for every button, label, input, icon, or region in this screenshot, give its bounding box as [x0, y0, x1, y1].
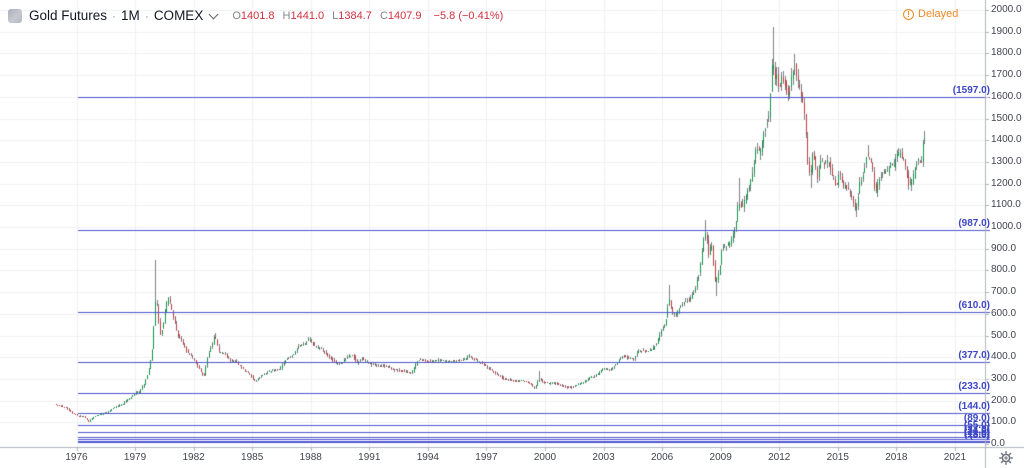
symbol-title[interactable]: Gold Futures: [29, 8, 108, 23]
fib-level-label[interactable]: (34.0): [963, 424, 990, 436]
fib-level-label[interactable]: (89.0): [963, 412, 990, 424]
interval-label[interactable]: 1M: [121, 8, 140, 23]
fib-level-label[interactable]: (21.0): [963, 427, 990, 439]
price-axis-label: 400.0: [991, 351, 1017, 363]
separator-dot: ·: [112, 8, 117, 23]
fib-level-label[interactable]: (8.0): [969, 430, 990, 442]
fib-level-label[interactable]: (1597.0): [952, 85, 990, 97]
price-axis-label: 800.0: [991, 264, 1017, 276]
price-axis-label: 200.0: [991, 394, 1017, 406]
fib-level-label[interactable]: (377.0): [958, 350, 990, 362]
symbol-logo-icon: [8, 8, 22, 23]
price-axis-label: 700.0: [991, 286, 1017, 298]
alert-circle-icon: !: [903, 8, 914, 20]
fib-level-label[interactable]: (55.0): [963, 420, 990, 432]
price-axis-label: 300.0: [991, 372, 1017, 384]
price-axis-label: 1200.0: [991, 177, 1022, 189]
time-axis-label: 1979: [123, 452, 147, 463]
time-axis-label: 2006: [650, 452, 674, 463]
price-axis-label: 600.0: [991, 307, 1017, 319]
time-axis-label: 1982: [182, 452, 205, 463]
time-axis-label: 2021: [943, 452, 967, 463]
delayed-badge[interactable]: ! Delayed: [903, 8, 958, 20]
fib-level-label[interactable]: (144.0): [958, 400, 990, 412]
time-axis-label: 2009: [709, 452, 732, 463]
time-axis-label: 2015: [826, 452, 849, 463]
time-axis-label: 1997: [475, 452, 498, 463]
high-label: H: [282, 9, 291, 22]
price-axis-label: 1800.0: [991, 47, 1022, 59]
ohlc-readout: O1401.8 H1441.0 L1384.7 C1407.9: [232, 10, 429, 22]
settings-gear-icon[interactable]: [998, 450, 1014, 466]
price-axis-label: 1400.0: [991, 134, 1022, 146]
time-axis-label: 2018: [885, 452, 908, 463]
open-label: O: [232, 9, 241, 22]
time-axis-label: 1985: [241, 452, 264, 463]
price-axis-label: 1700.0: [991, 69, 1022, 81]
time-axis-label: 2000: [533, 452, 557, 463]
price-axis-label: 1100.0: [991, 199, 1021, 211]
chart-legend: Gold Futures · 1M · COMEX O1401.8 H1441.…: [8, 7, 503, 24]
delayed-label: Delayed: [918, 8, 959, 20]
time-axis-label: 1991: [358, 452, 381, 463]
fib-level-label[interactable]: (13.0): [963, 429, 990, 441]
price-axis-label: 2000.0: [991, 4, 1022, 15]
price-axis-label: 0.0: [991, 438, 1005, 449]
time-axis-label: 2003: [592, 452, 615, 463]
price-axis-label: 1300.0: [991, 155, 1022, 167]
price-axis-label: 100.0: [991, 416, 1017, 428]
separator-dot: ·: [144, 8, 149, 23]
exchange-label[interactable]: COMEX: [153, 8, 204, 23]
high-value: 1441.0: [290, 9, 325, 22]
price-axis-label: 1500.0: [991, 112, 1022, 124]
open-value: 1401.8: [240, 9, 275, 22]
chevron-down-icon[interactable]: [208, 9, 219, 19]
close-label: C: [379, 9, 388, 22]
time-axis-label: 1994: [416, 452, 439, 463]
price-axis-label: 500.0: [991, 329, 1017, 341]
fib-level-label[interactable]: (987.0): [958, 217, 990, 229]
price-axis-label: 1900.0: [991, 25, 1022, 37]
price-axis-label: 1000.0: [991, 221, 1022, 232]
low-value: 1384.7: [338, 9, 372, 22]
time-axis-label: 1976: [65, 452, 88, 463]
time-axis-label: 1988: [299, 452, 322, 463]
low-label: L: [332, 9, 339, 22]
time-axis-label: 2012: [768, 452, 791, 463]
close-value: 1407.9: [387, 9, 422, 22]
fib-level-label[interactable]: (610.0): [958, 299, 990, 311]
price-axis-label: 900.0: [991, 242, 1017, 254]
change-readout: −5.8 (−0.41%): [433, 9, 504, 22]
fib-level-label[interactable]: (233.0): [958, 381, 990, 393]
price-axis-label: 1600.0: [991, 90, 1022, 102]
